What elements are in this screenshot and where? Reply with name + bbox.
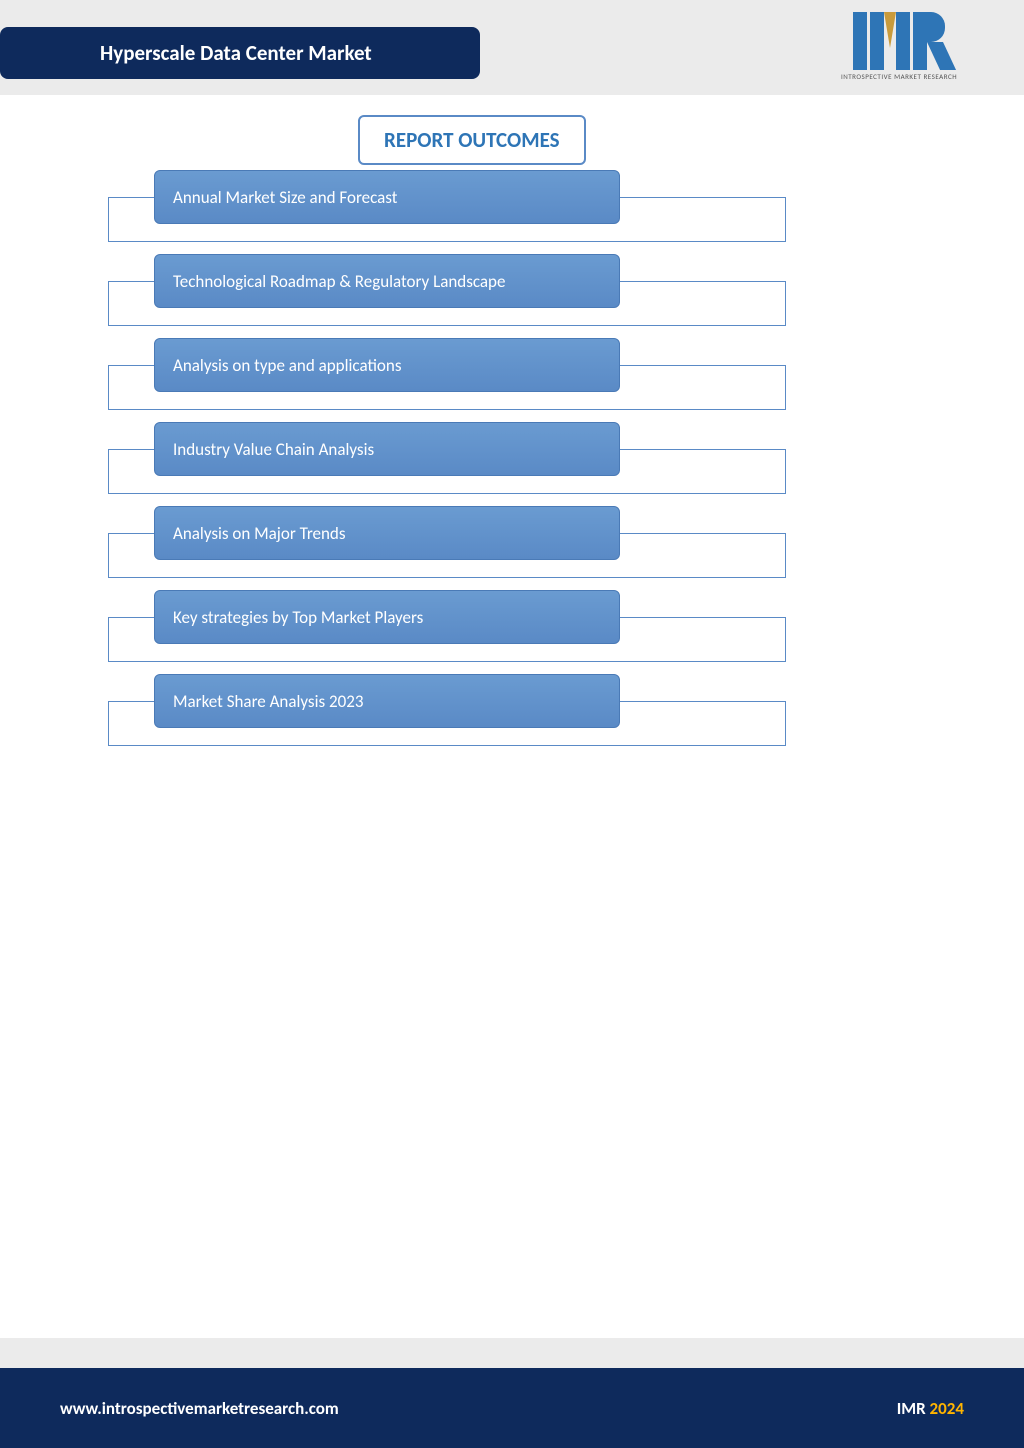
imr-logo: INTROSPECTIVE MARKET RESEARCH <box>834 10 964 85</box>
footer-main: www.introspectivemarketresearch.com IMR … <box>0 1368 1024 1448</box>
section-heading-text: REPORT OUTCOMES <box>384 127 560 153</box>
outcome-label: Market Share Analysis 2023 <box>173 691 363 712</box>
page-title-pill: Hyperscale Data Center Market <box>0 27 480 79</box>
outcome-label: Analysis on Major Trends <box>173 523 346 544</box>
outcome-label: Technological Roadmap & Regulatory Lands… <box>173 271 505 292</box>
outcome-label: Key strategies by Top Market Players <box>173 607 423 628</box>
outcome-label: Annual Market Size and Forecast <box>173 187 397 208</box>
footer-year: 2024 <box>930 1398 964 1419</box>
outcome-row: Industry Value Chain Analysis <box>108 422 786 506</box>
imr-logo-tagline: INTROSPECTIVE MARKET RESEARCH <box>841 72 957 81</box>
outcome-row: Annual Market Size and Forecast <box>108 170 786 254</box>
outcome-pill: Annual Market Size and Forecast <box>154 170 620 224</box>
page-title: Hyperscale Data Center Market <box>100 40 372 66</box>
outcome-row: Technological Roadmap & Regulatory Lands… <box>108 254 786 338</box>
outcome-pill: Analysis on type and applications <box>154 338 620 392</box>
outcome-pill: Industry Value Chain Analysis <box>154 422 620 476</box>
footer-brand: IMR <box>897 1398 926 1419</box>
outcome-pill: Analysis on Major Trends <box>154 506 620 560</box>
outcome-label: Analysis on type and applications <box>173 355 401 376</box>
outcome-row: Market Share Analysis 2023 <box>108 674 786 758</box>
section-heading: REPORT OUTCOMES <box>358 115 586 165</box>
outcome-pill: Market Share Analysis 2023 <box>154 674 620 728</box>
outcomes-list: Annual Market Size and Forecast Technolo… <box>108 170 786 758</box>
outcome-row: Key strategies by Top Market Players <box>108 590 786 674</box>
outcome-row: Analysis on type and applications <box>108 338 786 422</box>
header-band: Hyperscale Data Center Market INTROSPECT… <box>0 0 1024 95</box>
footer-top-band <box>0 1338 1024 1368</box>
footer-brand-year: IMR 2024 <box>897 1398 964 1419</box>
outcome-row: Analysis on Major Trends <box>108 506 786 590</box>
outcome-label: Industry Value Chain Analysis <box>173 439 374 460</box>
imr-logo-graphic <box>853 10 945 70</box>
footer-url: www.introspectivemarketresearch.com <box>60 1398 339 1419</box>
outcome-pill: Technological Roadmap & Regulatory Lands… <box>154 254 620 308</box>
outcome-pill: Key strategies by Top Market Players <box>154 590 620 644</box>
footer: www.introspectivemarketresearch.com IMR … <box>0 1338 1024 1448</box>
